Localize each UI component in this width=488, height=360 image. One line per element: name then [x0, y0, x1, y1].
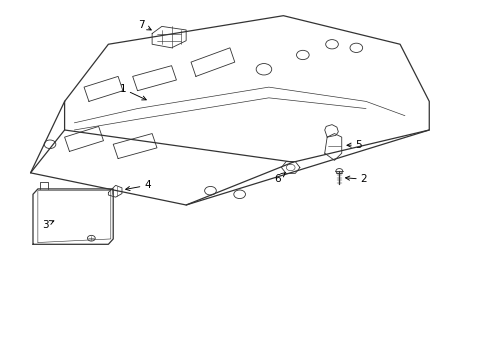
Text: 3: 3: [42, 220, 54, 230]
Text: 4: 4: [125, 180, 150, 190]
Text: 5: 5: [346, 140, 361, 150]
Text: 2: 2: [345, 174, 366, 184]
Text: 1: 1: [120, 84, 146, 100]
Text: 7: 7: [138, 19, 151, 30]
Text: 6: 6: [273, 173, 285, 184]
